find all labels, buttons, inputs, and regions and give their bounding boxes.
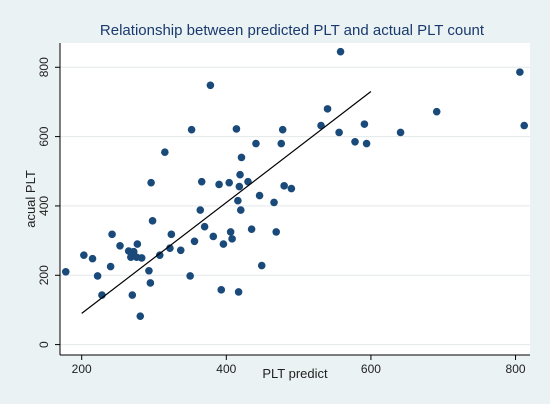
data-point bbox=[278, 125, 287, 134]
data-point bbox=[197, 177, 206, 186]
y-tick-label: 0 bbox=[37, 341, 51, 348]
data-point bbox=[396, 128, 405, 137]
data-point bbox=[516, 68, 524, 76]
data-point bbox=[323, 105, 332, 113]
fit-line bbox=[81, 91, 372, 314]
data-point bbox=[226, 228, 235, 236]
data-point bbox=[80, 251, 88, 259]
data-point bbox=[133, 240, 142, 248]
data-point bbox=[108, 230, 116, 239]
data-point bbox=[161, 148, 169, 156]
data-point bbox=[247, 225, 256, 233]
data-point bbox=[137, 254, 146, 262]
data-point bbox=[236, 170, 244, 179]
x-tick-label: 600 bbox=[361, 362, 381, 376]
data-point bbox=[228, 235, 236, 243]
x-tick-label: 800 bbox=[506, 362, 526, 376]
data-point bbox=[106, 262, 115, 271]
data-point bbox=[362, 139, 371, 148]
data-point bbox=[335, 128, 343, 137]
data-point bbox=[136, 312, 145, 320]
data-point bbox=[93, 272, 102, 280]
data-point bbox=[146, 279, 155, 287]
data-point bbox=[147, 178, 155, 187]
data-point bbox=[360, 120, 369, 128]
x-axis-title: PLT predict bbox=[262, 366, 328, 381]
x-tick-label: 400 bbox=[216, 362, 236, 376]
y-tick-label: 600 bbox=[37, 126, 51, 146]
data-point bbox=[155, 251, 164, 259]
data-point bbox=[336, 47, 345, 56]
y-tick-label: 400 bbox=[37, 196, 51, 216]
data-point bbox=[351, 138, 359, 146]
data-point bbox=[206, 81, 215, 90]
data-point bbox=[237, 153, 246, 162]
data-point bbox=[234, 288, 243, 296]
data-point bbox=[145, 266, 153, 275]
data-point bbox=[255, 191, 264, 200]
data-point bbox=[187, 125, 196, 134]
data-point bbox=[244, 177, 252, 186]
data-point bbox=[280, 182, 288, 190]
y-axis-ticks: 0 200 400 600 800 bbox=[37, 57, 60, 348]
data-point bbox=[186, 272, 194, 280]
data-point bbox=[232, 125, 241, 133]
data-point bbox=[317, 121, 325, 130]
data-point bbox=[200, 222, 209, 231]
data-point bbox=[257, 261, 266, 270]
x-tick-label: 200 bbox=[72, 362, 92, 376]
y-axis-title: acual PLT bbox=[23, 170, 38, 228]
data-point bbox=[196, 206, 205, 214]
data-point bbox=[209, 232, 218, 241]
y-tick-label: 800 bbox=[37, 57, 51, 77]
data-point bbox=[215, 180, 223, 189]
y-tick-label: 200 bbox=[37, 265, 51, 285]
data-point bbox=[432, 107, 441, 116]
data-point bbox=[287, 184, 296, 193]
data-point bbox=[88, 254, 97, 263]
plot-area bbox=[60, 43, 530, 355]
data-point bbox=[217, 286, 226, 294]
data-point bbox=[176, 246, 185, 255]
data-point bbox=[225, 178, 233, 187]
data-point bbox=[272, 228, 281, 236]
data-point bbox=[148, 217, 157, 225]
data-point bbox=[236, 206, 245, 214]
data-point bbox=[61, 268, 70, 276]
data-point bbox=[235, 182, 244, 191]
gridlines bbox=[60, 66, 530, 346]
data-point bbox=[252, 139, 260, 148]
data-point bbox=[128, 291, 137, 299]
data-point bbox=[166, 244, 174, 253]
data-point bbox=[219, 240, 228, 248]
data-point bbox=[277, 139, 286, 148]
data-point bbox=[270, 198, 278, 207]
data-point bbox=[190, 237, 199, 246]
x-axis-ticks: 200 400 600 800 bbox=[72, 355, 526, 376]
data-points bbox=[61, 47, 529, 320]
data-point bbox=[116, 242, 124, 250]
data-point bbox=[234, 196, 242, 205]
data-point bbox=[520, 121, 529, 130]
data-point bbox=[167, 230, 176, 239]
chart-title: Relationship between predicted PLT and a… bbox=[100, 22, 485, 39]
